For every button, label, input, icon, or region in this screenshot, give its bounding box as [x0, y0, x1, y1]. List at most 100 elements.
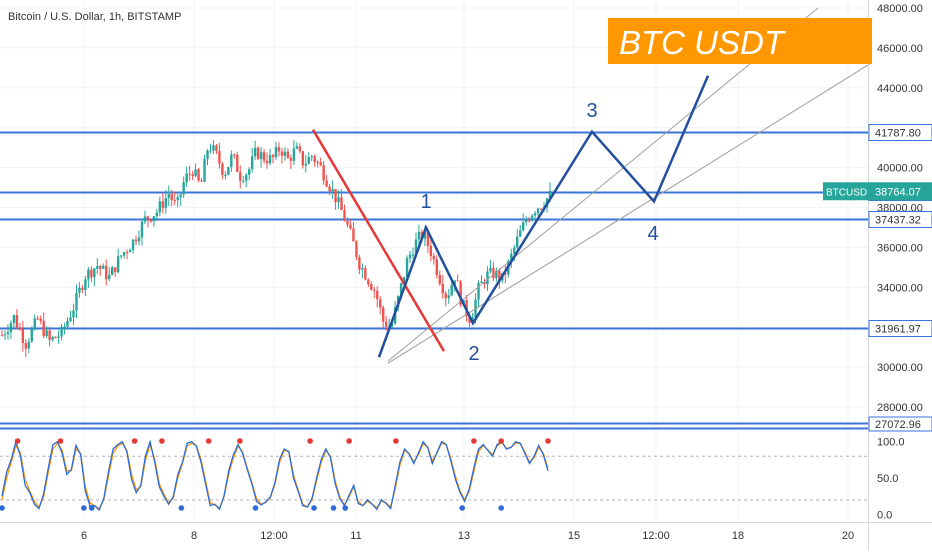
- candle-body: [227, 166, 230, 175]
- stoch-overbought-dot: [14, 438, 21, 444]
- wave-label: 4: [647, 223, 658, 245]
- candle-body: [486, 271, 489, 285]
- candle-body: [128, 249, 132, 253]
- price-tick-label: 36000.00: [877, 242, 923, 254]
- candle-body: [271, 155, 275, 157]
- candle-body: [149, 219, 153, 222]
- time-tick-label: 18: [732, 530, 744, 542]
- candle-body: [361, 268, 364, 270]
- candle-body: [158, 201, 162, 213]
- stoch-overbought-dot: [159, 438, 165, 444]
- candle-body: [137, 237, 141, 242]
- candle-body: [146, 216, 150, 220]
- symbol-tag-label: BTCUSD: [826, 187, 867, 198]
- candle-body: [143, 216, 147, 222]
- candle-body: [477, 283, 480, 300]
- candle-body: [236, 155, 239, 172]
- stoch-overbought-dot: [307, 438, 313, 444]
- candle-body: [280, 151, 284, 156]
- time-tick-label: 12:00: [260, 530, 288, 542]
- candle-body: [27, 341, 31, 349]
- stoch-oversold-dot: [178, 505, 185, 511]
- candle-body: [99, 265, 102, 269]
- candle-body: [265, 160, 269, 164]
- candle-body: [212, 145, 215, 151]
- candle-body: [530, 215, 534, 221]
- candle-body: [182, 182, 185, 195]
- candle-body: [45, 330, 48, 337]
- candle-body: [230, 154, 233, 167]
- stoch-oversold-dot: [81, 505, 87, 511]
- candle-body: [18, 327, 22, 330]
- candle-body: [161, 201, 165, 208]
- candle-body: [441, 283, 444, 294]
- candle-body: [516, 236, 519, 248]
- candle-body: [203, 159, 206, 182]
- candle-body: [373, 289, 376, 291]
- candle-body: [66, 320, 69, 327]
- candle-body: [268, 155, 272, 164]
- candle-body: [521, 222, 525, 231]
- candle-body: [456, 280, 459, 282]
- candle-body: [426, 232, 430, 246]
- candle-body: [304, 163, 307, 166]
- level-tag: [868, 320, 932, 337]
- level-tag: [868, 124, 932, 141]
- price-tick-label: 30000.00: [877, 362, 923, 374]
- candle-body: [298, 146, 302, 152]
- candle-body: [480, 281, 483, 284]
- candle-body: [60, 326, 63, 337]
- stoch-oversold-dot: [342, 505, 349, 511]
- candle-body: [84, 279, 87, 290]
- candle-body: [185, 173, 188, 183]
- candle-body: [173, 199, 176, 201]
- candle-body: [105, 265, 108, 280]
- stoch-overbought-dot: [131, 438, 138, 444]
- candle-body: [292, 148, 296, 161]
- candle-body: [384, 321, 388, 327]
- candle-body: [221, 163, 224, 175]
- stochastic-pane: [0, 432, 868, 522]
- stoch-oversold-dot: [330, 505, 337, 511]
- candle-body: [536, 208, 540, 214]
- price-tag: [869, 182, 932, 201]
- candle-body: [411, 254, 415, 256]
- candle-body: [233, 154, 236, 156]
- candle-body: [63, 326, 66, 328]
- candle-body: [468, 316, 471, 323]
- candle-body: [3, 334, 7, 336]
- candle-body: [435, 259, 439, 276]
- candle-body: [179, 194, 182, 198]
- candle-body: [90, 269, 93, 278]
- candle-body: [96, 265, 99, 269]
- stoch-overbought-dot: [237, 438, 243, 444]
- candle-body: [283, 151, 287, 156]
- candle-body: [367, 279, 370, 285]
- candle-body: [328, 186, 331, 192]
- candle-body: [325, 180, 328, 187]
- candle-body: [36, 318, 39, 320]
- price-tag-label: 38764.07: [875, 186, 921, 198]
- candle-body: [218, 151, 221, 164]
- candle-body: [334, 189, 337, 203]
- candle-body: [429, 245, 433, 257]
- candle-body: [313, 156, 316, 163]
- stoch-oversold-dot: [0, 505, 5, 511]
- candle-body: [122, 252, 126, 256]
- symbol-tag: [823, 182, 869, 201]
- candle-body: [39, 318, 42, 321]
- symbol-title: Bitcoin / U.S. Dollar, 1h, BITSTAMP: [8, 11, 181, 23]
- candle-body: [358, 257, 361, 270]
- candle-body: [513, 247, 516, 254]
- candle-body: [438, 275, 442, 284]
- btc-usdt-banner: BTC USDT: [608, 18, 872, 64]
- candle-body: [495, 270, 498, 279]
- level-tag-label: 41787.80: [875, 128, 921, 140]
- candle-body: [417, 231, 421, 240]
- price-tick-label: 28000.00: [877, 402, 923, 414]
- time-tick-label: 8: [191, 530, 197, 542]
- candle-body: [548, 190, 552, 199]
- candle-body: [539, 208, 543, 210]
- candle-body: [12, 315, 16, 323]
- candle-body: [33, 318, 36, 329]
